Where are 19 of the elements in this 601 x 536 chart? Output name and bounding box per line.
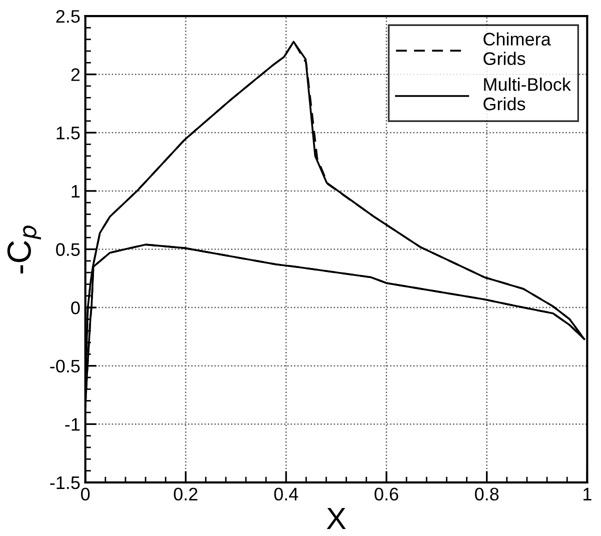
y-tick-label: 1 xyxy=(72,185,80,198)
y-tick-label: -1.5 xyxy=(50,476,80,490)
x-tick-label: 0.4 xyxy=(274,488,298,501)
x-tick-label: 0 xyxy=(81,488,90,501)
y-tick-label: 2.5 xyxy=(56,10,80,23)
y-tick-label: 0 xyxy=(71,301,80,314)
x-tick-label: 0.6 xyxy=(374,488,398,501)
x-tick-label: 0.2 xyxy=(174,488,198,501)
y-tick-label: 1.5 xyxy=(56,126,80,140)
x-tick-label: 0.8 xyxy=(474,488,499,501)
legend-label: Multi-Block Grids xyxy=(484,78,571,110)
x-tick-label: 1 xyxy=(584,488,592,500)
legend-label: Chimera Grids xyxy=(484,32,551,66)
y-tick-label: -0.5 xyxy=(50,360,80,373)
y-tick-label: 0.5 xyxy=(56,243,80,256)
y-tick-label: 2 xyxy=(71,68,80,81)
y-tick-label: -1 xyxy=(65,418,80,431)
x-axis-title: X xyxy=(326,508,346,530)
y-axis-title: -C$_{p}$ xyxy=(7,226,41,274)
